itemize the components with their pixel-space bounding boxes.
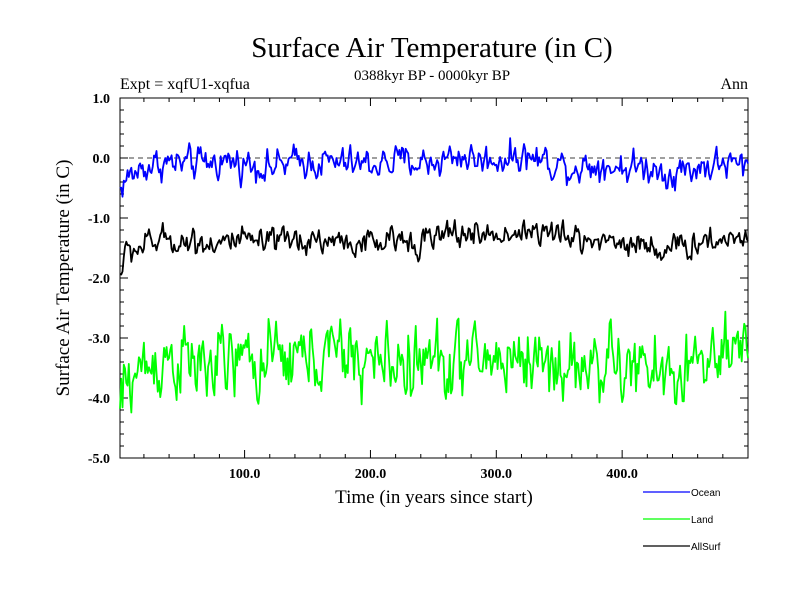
plot-frame — [119, 97, 749, 459]
x-tick-labels: 100.0 200.0 300.0 400.0 — [229, 467, 638, 482]
y-tick-labels: 1.0 0.0 -1.0 -2.0 -3.0 -4.0 -5.0 — [88, 92, 110, 467]
x-tick-label: 300.0 — [481, 467, 513, 482]
series-line-land — [119, 310, 749, 414]
y-tick-label: 0.0 — [93, 152, 111, 167]
series-line-allsurf — [119, 219, 749, 276]
series-lines — [119, 137, 749, 414]
legend-label-land: Land — [691, 515, 713, 526]
x-tick-label: 200.0 — [355, 467, 387, 482]
experiment-label: Expt = xqfU1-xqfua — [120, 76, 250, 93]
y-tick-label: -4.0 — [88, 392, 110, 407]
series-line-ocean — [119, 137, 749, 198]
y-tick-label: -5.0 — [88, 452, 110, 467]
x-tick-label: 100.0 — [229, 467, 261, 482]
y-tick-label: -1.0 — [88, 212, 110, 227]
legend-label-ocean: Ocean — [691, 488, 720, 499]
chart-title: Surface Air Temperature (in C) — [251, 32, 612, 64]
y-tick-label: -2.0 — [88, 272, 110, 287]
chart-subtitle: 0388kyr BP - 0000kyr BP — [354, 68, 510, 84]
y-tick-label: 1.0 — [93, 92, 111, 107]
legend-label-allsurf: AllSurf — [691, 542, 721, 553]
y-tick-label: -3.0 — [88, 332, 110, 347]
axis-ticks — [120, 98, 748, 458]
x-tick-label: 400.0 — [606, 467, 638, 482]
x-axis-label: Time (in years since start) — [335, 487, 533, 508]
y-axis-label: Surface Air Temperature (in C) — [53, 160, 74, 397]
legend: Ocean Land AllSurf — [643, 488, 721, 553]
season-label: Ann — [720, 76, 748, 93]
